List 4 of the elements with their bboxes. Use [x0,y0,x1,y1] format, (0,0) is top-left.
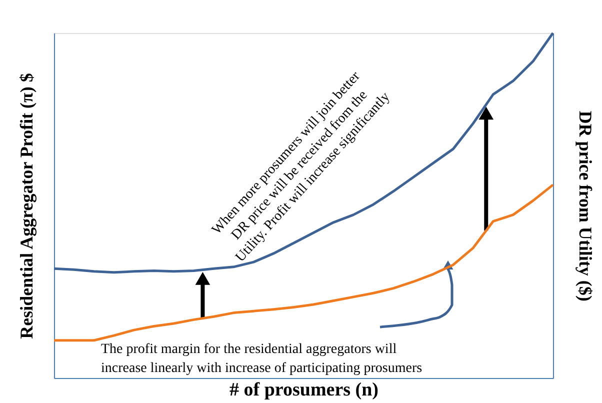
y-axis-title: Residential Aggregator Profit (π) $ [16,73,36,339]
annotation: The profit margin for the residential aggregators will increase linearly with increase of participating prosumers [101,342,422,376]
y2-axis-title: DR price from Utility ($) [576,110,596,302]
x-axis-title: # of prosumers (n) [229,380,379,400]
